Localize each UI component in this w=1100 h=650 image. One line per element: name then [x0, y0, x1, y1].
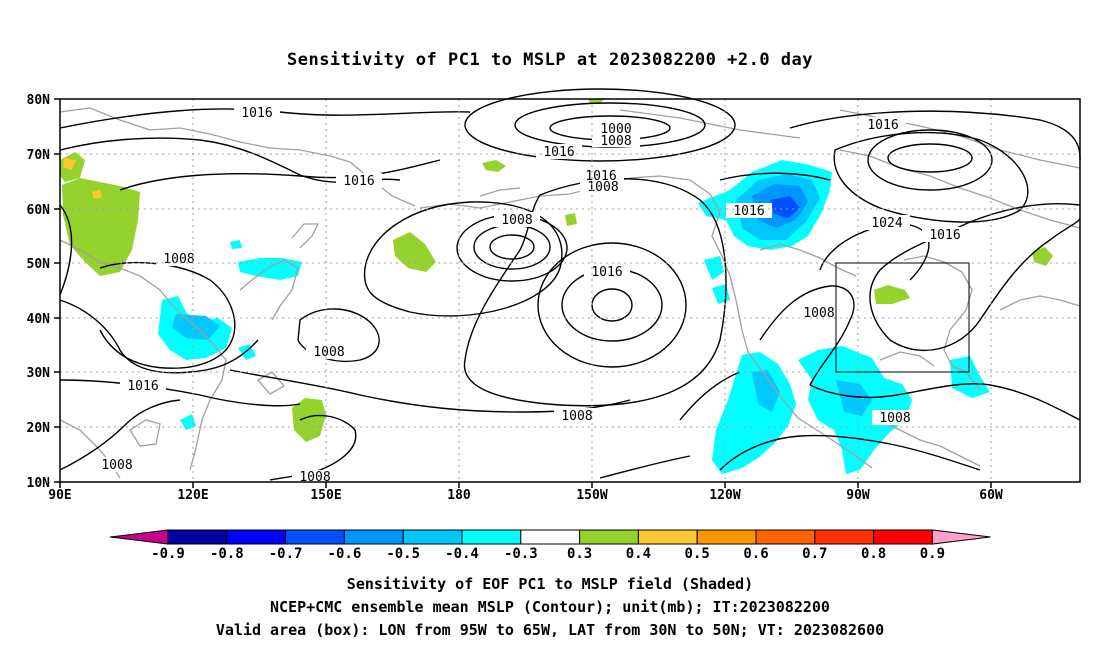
lon-label: 180: [447, 488, 471, 503]
lon-label: 150W: [576, 488, 607, 503]
contour-label: 1024: [871, 216, 902, 231]
contour-label: 1008: [501, 213, 532, 228]
valid-area-box: [835, 262, 970, 373]
colorbar-segment: [343, 529, 404, 545]
longitude-labels: 90E 120E 150E 180 150W 120W 90W 60W: [48, 488, 1003, 503]
mslp-contours: [59, 88, 1081, 481]
colorbar-segment: [873, 529, 933, 545]
contour-label: 1016: [343, 174, 374, 189]
colorbar-high-triangle: [931, 529, 991, 545]
colorbar-tick-label: 0.7: [802, 546, 827, 562]
colorbar-tick-label: 0.5: [685, 546, 710, 562]
lon-label: 150E: [310, 488, 341, 503]
contour-label: 1008: [313, 345, 344, 360]
lat-label: 10N: [27, 476, 51, 491]
caption-valid-area: Valid area (box): LON from 95W to 65W, L…: [215, 621, 885, 639]
lat-label: 50N: [27, 257, 51, 272]
lat-label: 70N: [27, 148, 51, 163]
lat-label: 60N: [27, 203, 51, 218]
colorbar-tick-label: 0.4: [626, 546, 651, 562]
colorbar-segment: [579, 529, 639, 545]
colorbar-tick-label: -0.3: [504, 546, 538, 562]
colorbar-labels: -0.9 -0.8 -0.7 -0.6 -0.5 -0.4 -0.3 0.3 0.4 0.5 0.6…: [151, 546, 945, 562]
colorbar-tick-label: -0.8: [210, 546, 244, 562]
contour-label: 1016: [867, 118, 898, 133]
axis-ticks: [54, 98, 992, 488]
lon-label: 60W: [979, 488, 1003, 503]
contour-label: 1016: [543, 145, 574, 160]
contour-label: 1008: [879, 411, 910, 426]
contour-label: 1016: [733, 204, 764, 219]
colorbar: [109, 529, 991, 545]
contour-label: 1016: [127, 379, 158, 394]
lon-label: 90E: [48, 488, 71, 503]
colorbar-tick-label: -0.9: [151, 546, 185, 562]
map-title: Sensitivity of PC1 to MSLP at 2023082200…: [286, 50, 813, 70]
lon-label: 120W: [709, 488, 740, 503]
graticule: [60, 99, 1080, 482]
caption-contour: NCEP+CMC ensemble mean MSLP (Contour); u…: [270, 598, 830, 616]
contour-label: 1016: [241, 106, 272, 121]
colorbar-segment: [285, 529, 345, 545]
colorbar-tick-label: 0.9: [920, 546, 945, 562]
sensitivity-shading: [60, 98, 1053, 474]
caption-shading: Sensitivity of EOF PC1 to MSLP field (Sh…: [346, 575, 754, 593]
lat-label: 40N: [27, 312, 51, 327]
colorbar-tick-label: -0.5: [386, 546, 420, 562]
colorbar-segment: [637, 529, 698, 545]
colorbar-segment: [696, 529, 757, 545]
colorbar-segment: [814, 529, 875, 545]
colorbar-segment: [226, 529, 287, 545]
colorbar-segment: [402, 529, 463, 545]
contour-label: 1008: [101, 458, 132, 473]
contour-labels: 1016 1000 1008 1016 1016 1016 1008 1008 …: [94, 104, 968, 485]
lat-label: 30N: [27, 366, 51, 381]
lat-label: 80N: [27, 93, 51, 108]
contour-label: 1016: [591, 265, 622, 280]
colorbar-tick-label: -0.7: [269, 546, 303, 562]
colorbar-segment: [461, 529, 522, 545]
colorbar-segment: [167, 529, 228, 545]
contour-label: 1008: [163, 252, 194, 267]
lon-label: 120E: [177, 488, 208, 503]
latitude-labels: 80N 70N 60N 50N 40N 30N 20N 10N: [27, 93, 51, 491]
colorbar-tick-label: 0.8: [861, 546, 886, 562]
contour-label: 1016: [929, 228, 960, 243]
contour-label: 1008: [600, 134, 631, 149]
contour-label: 1008: [561, 409, 592, 424]
colorbar-tick-label: -0.4: [445, 546, 479, 562]
lon-label: 90W: [846, 488, 870, 503]
colorbar-tick-label: -0.6: [328, 546, 362, 562]
contour-label: 1008: [587, 180, 618, 195]
colorbar-segment: [520, 529, 581, 545]
map-frame: [59, 98, 1081, 483]
colorbar-low-triangle: [109, 529, 169, 545]
colorbar-tick-label: 0.3: [567, 546, 592, 562]
colorbar-tick-label: 0.6: [743, 546, 768, 562]
colorbar-segment: [755, 529, 816, 545]
lat-label: 20N: [27, 421, 51, 436]
contour-label: 1008: [803, 306, 834, 321]
